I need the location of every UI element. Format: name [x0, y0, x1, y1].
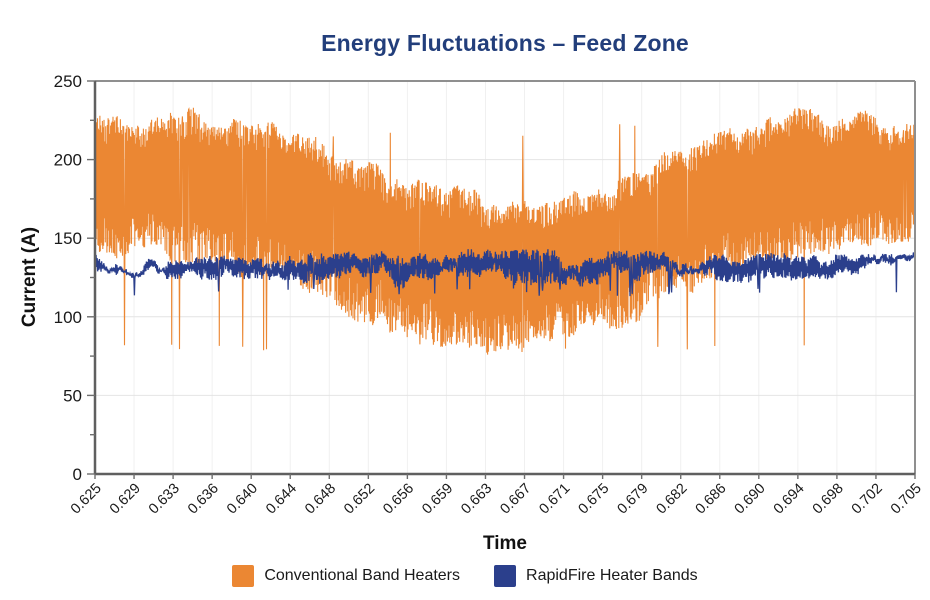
svg-text:0.663: 0.663: [458, 481, 495, 518]
series: [95, 107, 915, 355]
svg-text:200: 200: [54, 151, 82, 170]
svg-text:0.686: 0.686: [693, 481, 730, 518]
svg-text:0.698: 0.698: [810, 481, 847, 518]
svg-text:0.648: 0.648: [302, 481, 339, 518]
legend-swatch-conventional-icon: [232, 565, 255, 587]
svg-text:0.625: 0.625: [68, 481, 105, 518]
svg-text:0.702: 0.702: [849, 481, 886, 518]
svg-text:0.675: 0.675: [575, 481, 612, 518]
svg-text:0.629: 0.629: [107, 481, 144, 518]
x-axis-title: Time: [482, 533, 527, 554]
svg-text:0.636: 0.636: [185, 481, 222, 518]
legend-item-rapidfire: RapidFire Heater Bands: [494, 565, 698, 587]
legend-label-conventional: Conventional Band Heaters: [264, 567, 461, 584]
chart-title: Energy Fluctuations – Feed Zone: [321, 30, 689, 56]
series-line-0: [95, 107, 915, 355]
series-line-1: [95, 249, 915, 297]
x-tick-labels: 0.625 0.629 0.633 0.636 0.640 0.644 0.648 0.652…: [68, 481, 925, 518]
svg-text:0.633: 0.633: [146, 481, 183, 518]
svg-text:250: 250: [54, 72, 82, 91]
tick-marks: [87, 80, 916, 479]
svg-text:0.644: 0.644: [263, 481, 300, 518]
svg-text:0.640: 0.640: [224, 481, 261, 518]
y-tick-labels: 0 50 100 150 200 250: [54, 72, 82, 484]
svg-text:0.656: 0.656: [380, 481, 417, 518]
svg-text:0.690: 0.690: [732, 481, 769, 518]
svg-text:0: 0: [73, 465, 82, 484]
svg-text:0.705: 0.705: [888, 481, 925, 518]
svg-text:50: 50: [63, 386, 82, 405]
svg-text:150: 150: [54, 229, 82, 248]
legend-item-conventional: Conventional Band Heaters: [232, 565, 460, 587]
legend-label-rapidfire: RapidFire Heater Bands: [526, 567, 698, 584]
svg-text:0.667: 0.667: [497, 481, 534, 518]
legend-swatch-rapidfire-icon: [494, 565, 517, 587]
legend: Conventional Band Heaters RapidFire Heat…: [0, 565, 930, 587]
svg-text:0.671: 0.671: [536, 481, 573, 518]
svg-text:0.652: 0.652: [341, 481, 378, 518]
svg-text:0.682: 0.682: [654, 481, 691, 518]
svg-text:0.659: 0.659: [419, 481, 456, 518]
svg-text:100: 100: [54, 308, 82, 327]
svg-text:0.679: 0.679: [615, 481, 652, 518]
svg-text:0.694: 0.694: [771, 481, 808, 518]
